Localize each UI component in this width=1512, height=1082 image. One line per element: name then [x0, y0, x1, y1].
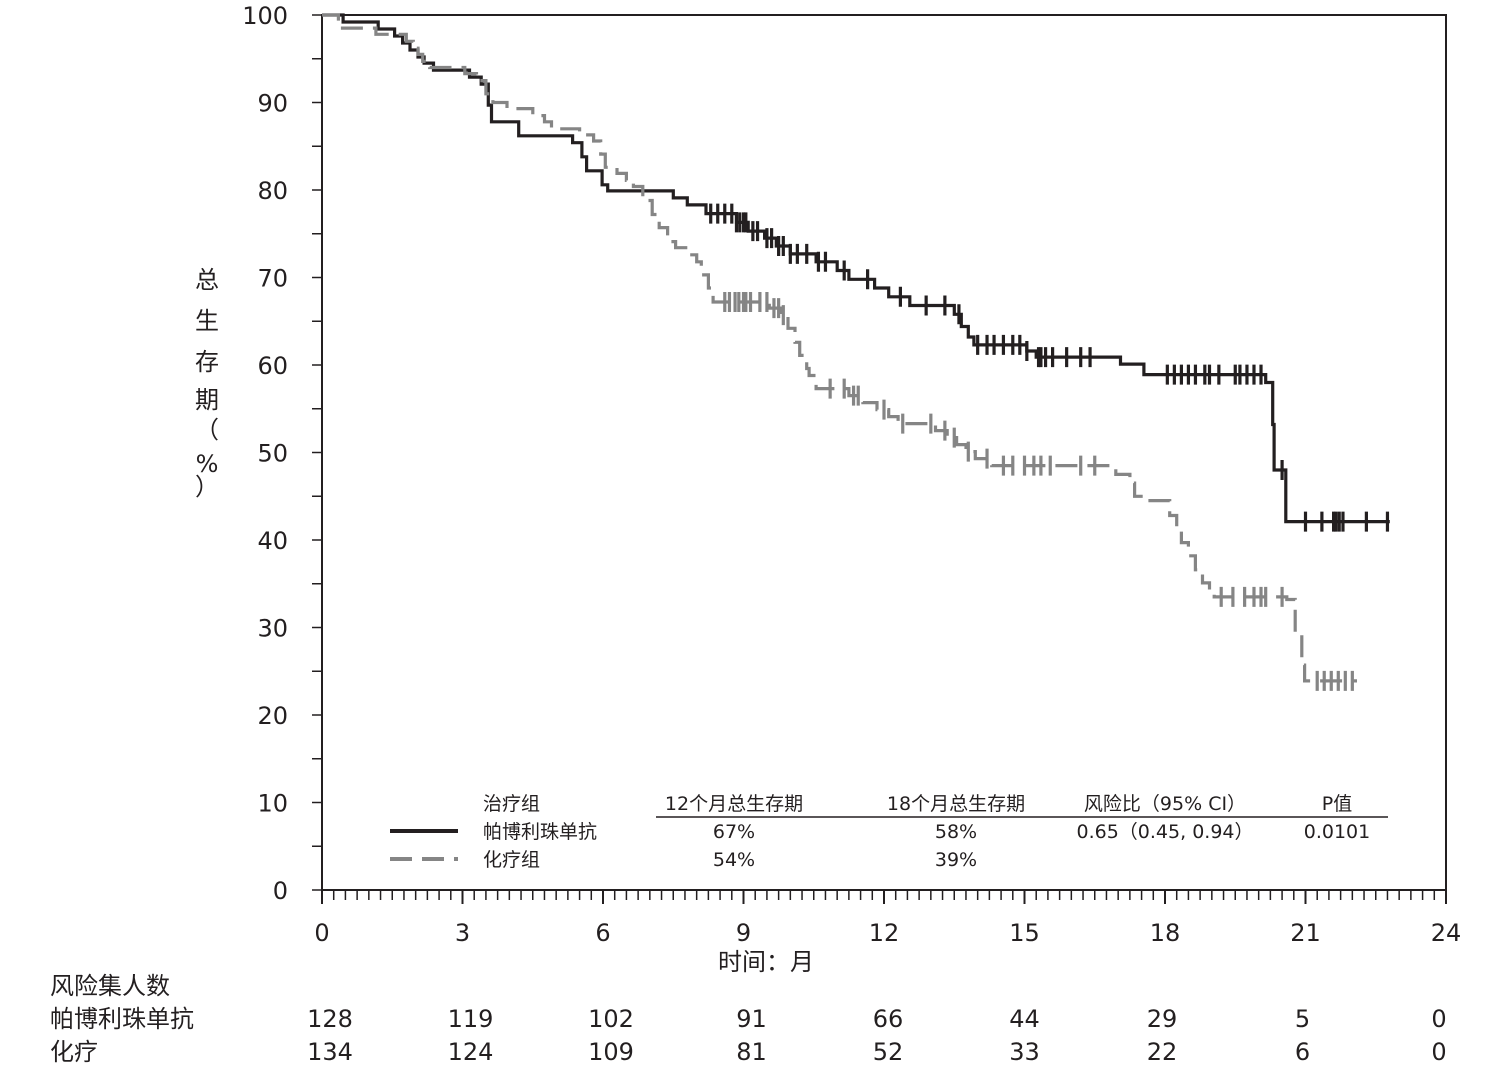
y-axis-label-char: 总	[195, 266, 219, 294]
risk-value: 0	[1431, 1005, 1446, 1033]
risk-value: 109	[588, 1038, 634, 1066]
risk-value: 33	[1009, 1038, 1040, 1066]
legend-pembro-18m: 58%	[935, 821, 977, 843]
minor-y-ticks	[312, 14, 322, 891]
legend-header-hr: 风险比（95% CI）	[1084, 793, 1246, 815]
risk-value: 134	[307, 1038, 353, 1066]
risk-value: 128	[307, 1005, 353, 1033]
y-axis-label-char: （	[195, 416, 219, 444]
y-axis: 0 10 20 30 40 50 60 70 80 90 100	[242, 2, 288, 905]
risk-value: 22	[1147, 1038, 1178, 1066]
risk-values: 128 119 102 91 66 44 29 5 0 134 124 109 81 52 33 22 6 0	[307, 1005, 1447, 1066]
plot-frame	[321, 14, 1447, 891]
legend-pembro-p: 0.0101	[1304, 821, 1370, 843]
y-axis-label-char: ）	[195, 473, 219, 501]
y-axis-label-char: 生	[195, 307, 219, 335]
risk-value: 91	[736, 1005, 767, 1033]
risk-value: 0	[1431, 1038, 1446, 1066]
legend-header-18m: 18个月总生存期	[887, 793, 1025, 815]
legend-pembro-hr: 0.65（0.45, 0.94）	[1077, 821, 1254, 843]
legend-label-chemo: 化疗组	[483, 849, 540, 871]
x-axis-label: 时间：月	[718, 948, 814, 976]
y-tick-label: 100	[242, 2, 288, 30]
risk-value: 44	[1009, 1005, 1040, 1033]
y-axis-label: 总生存期（%）	[195, 266, 219, 501]
risk-table-title: 风险集人数	[50, 972, 170, 1000]
legend-chemo-12m: 54%	[713, 849, 755, 871]
y-tick-label: 90	[257, 90, 288, 118]
y-axis-label-char: 存	[195, 348, 219, 376]
x-tick-label: 3	[455, 919, 470, 947]
y-axis-label-char: %	[196, 450, 219, 478]
legend: 治疗组 12个月总生存期 18个月总生存期 风险比（95% CI） P值 帕博利…	[390, 793, 1388, 871]
legend-header-group: 治疗组	[483, 793, 540, 815]
risk-value: 124	[448, 1038, 494, 1066]
x-tick-label: 24	[1431, 919, 1462, 947]
legend-header-12m: 12个月总生存期	[665, 793, 803, 815]
y-tick-label: 50	[257, 440, 288, 468]
x-axis: 0 3 6 9 12 15 18 21 24	[314, 919, 1461, 947]
x-tick-label: 21	[1290, 919, 1321, 947]
legend-header-p: P值	[1322, 793, 1352, 815]
risk-row-label-pembro: 帕博利珠单抗	[50, 1005, 194, 1033]
risk-value: 5	[1295, 1005, 1310, 1033]
y-tick-label: 60	[257, 352, 288, 380]
risk-row-label-chemo: 化疗	[50, 1038, 98, 1066]
y-axis-label-char: 期	[195, 386, 219, 414]
minor-x-ticks	[321, 890, 1447, 904]
series-layer	[322, 13, 1390, 691]
x-tick-label: 18	[1150, 919, 1181, 947]
x-tick-label: 12	[869, 919, 900, 947]
y-tick-label: 80	[257, 177, 288, 205]
risk-value: 81	[736, 1038, 767, 1066]
risk-value: 52	[873, 1038, 904, 1066]
x-tick-label: 6	[595, 919, 610, 947]
x-tick-label: 15	[1009, 919, 1040, 947]
y-tick-label: 40	[257, 527, 288, 555]
x-tick-label: 0	[314, 919, 329, 947]
y-tick-label: 10	[257, 790, 288, 818]
y-tick-label: 0	[273, 877, 288, 905]
legend-label-pembro: 帕博利珠单抗	[483, 821, 597, 843]
series-line-chemotherapy	[322, 13, 1357, 683]
risk-value: 29	[1147, 1005, 1178, 1033]
risk-value: 102	[588, 1005, 634, 1033]
series-line-pembrolizumab	[322, 13, 1390, 524]
y-tick-label: 70	[257, 265, 288, 293]
y-tick-label: 30	[257, 615, 288, 643]
x-tick-label: 9	[736, 919, 751, 947]
risk-value: 119	[448, 1005, 494, 1033]
risk-value: 6	[1295, 1038, 1310, 1066]
y-tick-label: 20	[257, 702, 288, 730]
risk-value: 66	[873, 1005, 904, 1033]
legend-pembro-12m: 67%	[713, 821, 755, 843]
legend-chemo-18m: 39%	[935, 849, 977, 871]
